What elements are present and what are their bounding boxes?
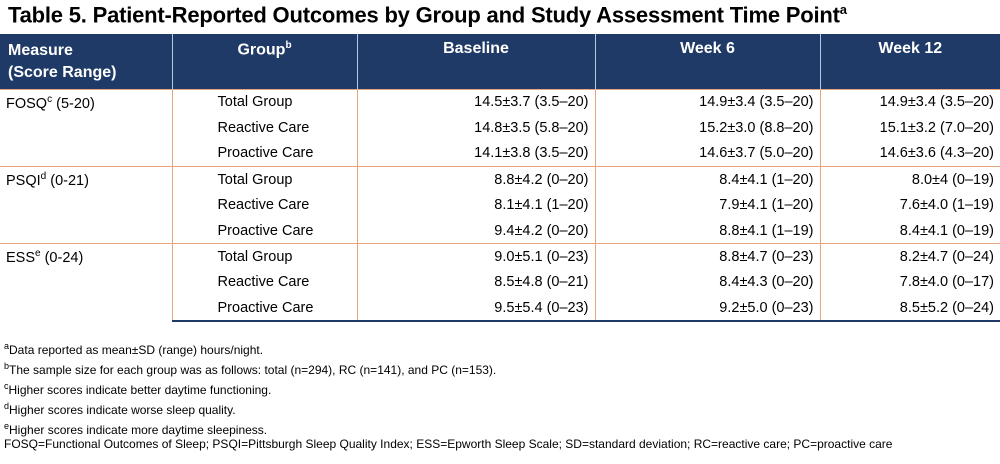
table-header-row: Measure (Score Range) Groupb Baseline Wee…: [0, 34, 1000, 89]
footnote: cHigher scores indicate better daytime f…: [4, 378, 496, 398]
footnote: bThe sample size for each group was as f…: [4, 358, 496, 378]
measure-range: (0-24): [40, 250, 84, 267]
header-group-sup: b: [285, 40, 292, 51]
group-name: Total Group: [172, 165, 357, 193]
header-group-label: Group: [237, 41, 286, 59]
group-name: Total Group: [172, 88, 357, 115]
table-row: PSQId (0-21) Total Group 8.8±4.2 (0–20) 8.4…: [0, 165, 1000, 244]
week6-value: 8.8±4.7 (0–23): [594, 243, 820, 270]
footnote-text: Higher scores indicate more daytime slee…: [9, 423, 268, 437]
measure-footnote-mark: c: [47, 93, 53, 105]
week12-value: 7.8±4.0 (0–17): [819, 269, 1000, 296]
group-name: Proactive Care: [172, 295, 357, 323]
footnote: eHigher scores indicate more daytime sle…: [4, 418, 496, 438]
week6-value: 8.4±4.1 (1–20): [594, 165, 820, 193]
footnote-mark: e: [4, 421, 10, 431]
table-row: Proactive Care 14.1±3.8 (3.5–20) 14.6±3.7 …: [0, 140, 1000, 167]
footnote-text: Higher scores indicate worse sleep quali…: [9, 403, 236, 417]
group-name: Proactive Care: [217, 222, 314, 239]
week12-value: 14.9±3.4 (3.5–20): [819, 88, 1000, 115]
header-measure: Measure (Score Range): [0, 34, 172, 89]
week6-value: 8.4±4.3 (0–20): [594, 269, 820, 296]
week12-value: 14.6±3.6 (4.3–20): [819, 140, 1000, 167]
footnote-mark: a: [4, 341, 10, 351]
week6-value: 14.6±3.7 (5.0–20): [594, 140, 820, 167]
table-title-footnote-mark: a: [839, 2, 847, 17]
footnote-mark: d: [4, 401, 10, 411]
measure-cell: FOSQc (5-20): [0, 88, 173, 167]
group-name: Reactive Care: [217, 274, 310, 291]
week12-value: 15.1±3.2 (7.0–20): [819, 114, 1000, 141]
week12-value: 8.0±4 (0–19): [819, 165, 1000, 193]
footnote-text: The sample size for each group was as fo…: [9, 363, 497, 377]
measure-name: PSQI: [6, 172, 41, 189]
header-week6: Week 6: [594, 34, 820, 89]
table-row: FOSQc (5-20) Total Group 14.5±3.7 (3.5–20)…: [0, 88, 1000, 167]
table-title: Table 5. Patient-Reported Outcomes by Gr…: [8, 2, 847, 28]
table-row: ESSe (0-24) Total Group 9.0±5.1 (0–23) 8.8±…: [0, 243, 1000, 322]
week12-value: 7.6±4.0 (1–19): [819, 192, 1000, 218]
footnote-mark: b: [4, 361, 10, 371]
week12-value: 8.2±4.7 (0–24): [819, 243, 1000, 270]
header-measure-line2: (Score Range): [8, 64, 117, 81]
table-title-text: Table 5. Patient-Reported Outcomes by Gr…: [8, 2, 840, 28]
measure-cell: PSQId (0-21): [0, 165, 173, 244]
baseline-value: 8.5±4.8 (0–21): [356, 269, 595, 296]
footnote: aData reported as mean±SD (range) hours/…: [4, 338, 496, 358]
group-name: Proactive Care: [217, 145, 314, 162]
footnote-text: Data reported as mean±SD (range) hours/n…: [9, 343, 264, 357]
header-week12: Week 12: [819, 34, 1000, 89]
table-row: Reactive Care 8.5±4.8 (0–21) 8.4±4.3 (0–20…: [0, 269, 1000, 296]
header-baseline: Baseline: [356, 34, 595, 89]
measure-cell: ESSe (0-24): [0, 243, 173, 322]
week6-value: 9.2±5.0 (0–23): [594, 295, 820, 323]
baseline-value: 8.1±4.1 (1–20): [356, 192, 595, 218]
footnote: dHigher scores indicate worse sleep qual…: [4, 398, 496, 418]
table-row: Reactive Care 8.1±4.1 (1–20) 7.9±4.1 (1–20…: [0, 192, 1000, 218]
header-group: Groupb: [171, 34, 357, 89]
week12-value: 8.4±4.1 (0–19): [819, 217, 1000, 244]
table-row: Proactive Care 9.4±4.2 (0–20) 8.8±4.1 (1–1…: [0, 217, 1000, 244]
week6-value: 14.9±3.4 (3.5–20): [594, 88, 820, 115]
baseline-value: 9.4±4.2 (0–20): [356, 217, 595, 244]
baseline-value: 9.5±5.4 (0–23): [356, 295, 595, 323]
outcomes-table: Measure (Score Range) Groupb Baseline Wee…: [0, 34, 1000, 323]
week6-value: 8.8±4.1 (1–19): [594, 217, 820, 244]
footnote-text: Higher scores indicate better daytime fu…: [8, 383, 272, 397]
header-measure-line1: Measure: [8, 42, 73, 59]
footnote-mark: c: [4, 381, 9, 391]
measure-footnote-mark: e: [35, 248, 41, 260]
baseline-value: 8.8±4.2 (0–20): [356, 165, 595, 193]
baseline-value: 14.1±3.8 (3.5–20): [356, 140, 595, 167]
baseline-value: 9.0±5.1 (0–23): [356, 243, 595, 270]
table-row: Proactive Care 9.5±5.4 (0–23) 9.2±5.0 (0–2…: [0, 295, 1000, 323]
measure-range: (0-21): [46, 172, 89, 189]
week6-value: 15.2±3.0 (8.8–20): [594, 114, 820, 141]
week6-value: 7.9±4.1 (1–20): [594, 192, 820, 218]
measure-range: (5-20): [52, 95, 95, 112]
footnotes: aData reported as mean±SD (range) hours/…: [4, 338, 496, 438]
week12-value: 8.5±5.2 (0–24): [819, 295, 1000, 323]
group-name: Reactive Care: [217, 197, 310, 214]
table-row: Reactive Care 14.8±3.5 (5.8–20) 15.2±3.0 (…: [0, 114, 1000, 141]
measure-name: ESS: [6, 250, 36, 267]
group-name: Reactive Care: [217, 119, 310, 136]
measure-footnote-mark: d: [40, 170, 47, 182]
measure-name: FOSQ: [6, 95, 48, 112]
abbreviations-note: FOSQ=Functional Outcomes of Sleep; PSQI=…: [4, 437, 893, 451]
baseline-value: 14.8±3.5 (5.8–20): [356, 114, 595, 141]
baseline-value: 14.5±3.7 (3.5–20): [356, 88, 595, 115]
group-name: Total Group: [172, 243, 357, 270]
